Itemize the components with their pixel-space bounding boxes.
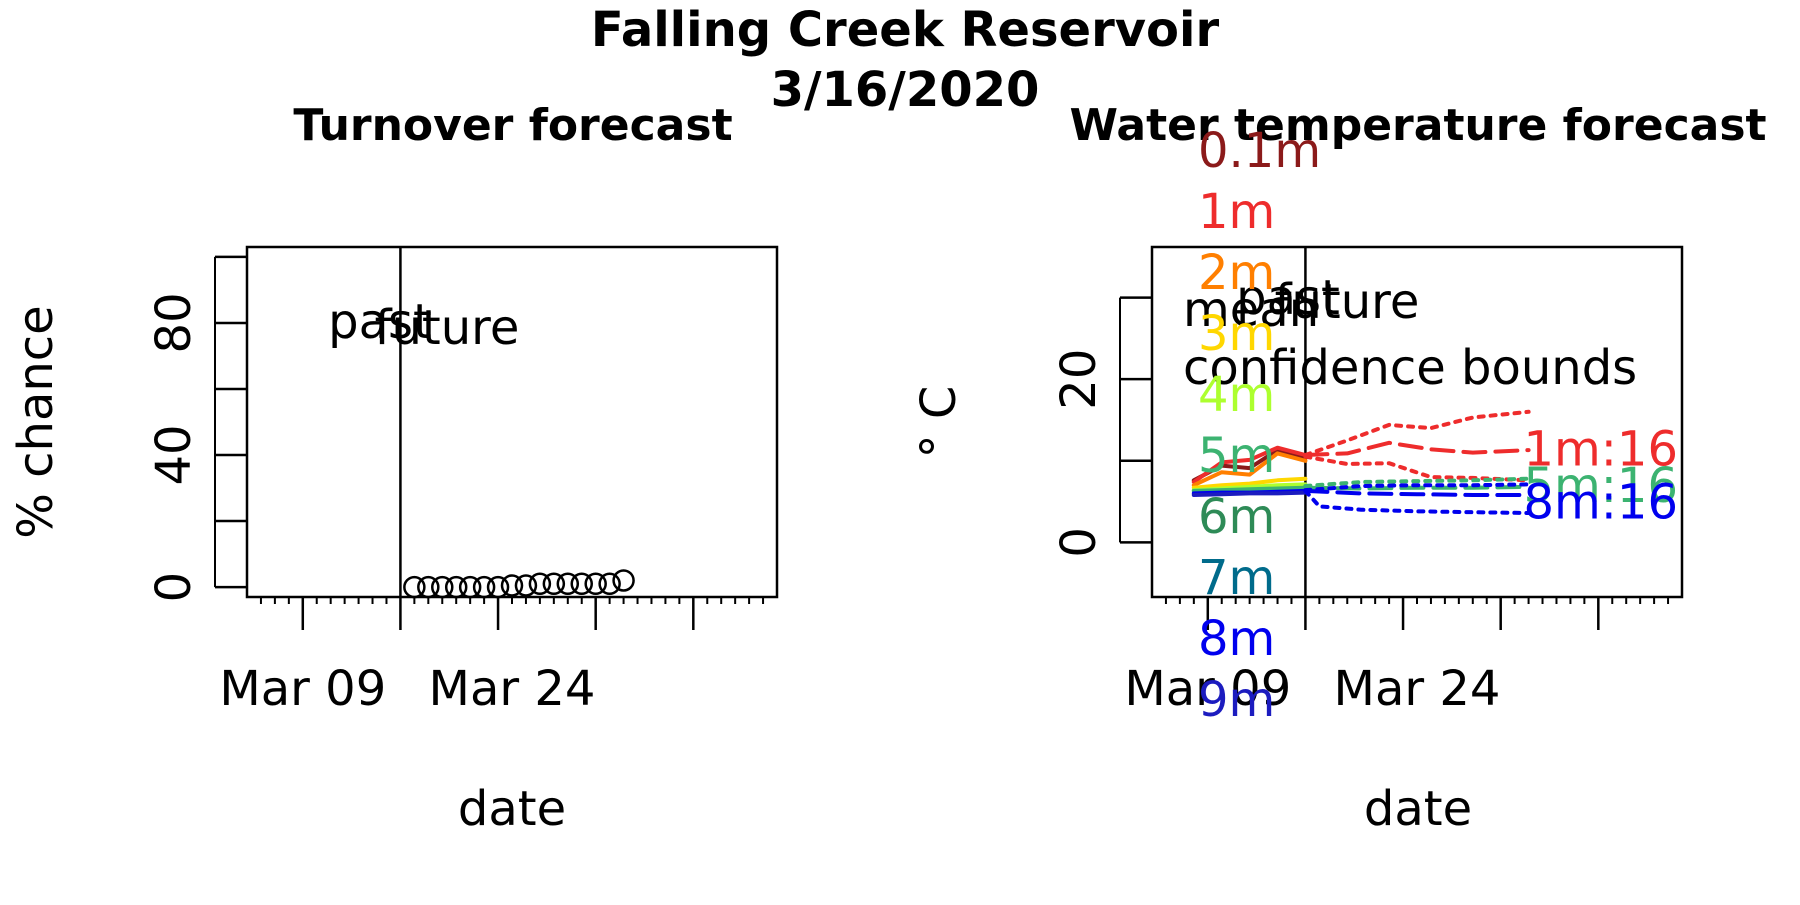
legend-depth-label: 7m — [1198, 550, 1275, 606]
legend-depth-label: 9m — [1198, 672, 1275, 728]
legend-depth-label: 8m — [1198, 611, 1275, 667]
turnover-point — [584, 572, 607, 596]
x-tick-label: Mar 24 — [1334, 661, 1501, 717]
turnover-point — [472, 575, 496, 599]
series-line-9m — [1191, 490, 1308, 497]
turnover-y-axis-label: % chance — [8, 305, 64, 538]
turnover-point — [403, 575, 426, 599]
legend-mean-label: mean — [1183, 282, 1319, 338]
series-line-2m — [1191, 451, 1308, 488]
turnover-point — [417, 575, 440, 599]
series-end-label: 5m:16 — [1523, 458, 1678, 514]
x-tick-label: Mar 09 — [1124, 661, 1291, 717]
turnover-point — [570, 572, 593, 596]
legend-depth-label: 6m — [1198, 489, 1275, 545]
turnover-point — [612, 569, 635, 592]
turnover-point — [528, 572, 552, 596]
legend-depth-label: 2m — [1198, 245, 1275, 301]
figure-title-line2: 3/16/2020 — [771, 62, 1040, 118]
y-tick-label: 0 — [146, 572, 202, 603]
legend-confidence-bounds-label: confidence bounds — [1183, 340, 1637, 396]
series-line-8m-16 — [1303, 488, 1531, 497]
turnover-point — [500, 574, 524, 597]
turnover-past-label: past — [328, 294, 432, 350]
turnover-point — [514, 574, 538, 597]
series-line-1m-16 — [1303, 440, 1531, 457]
series-line-8m-16 — [1303, 488, 1531, 515]
x-tick-label: Mar 24 — [429, 661, 596, 717]
turnover-point — [431, 575, 454, 599]
x-tick-label: Mar 09 — [219, 661, 386, 717]
y-tick-label: 40 — [146, 424, 202, 485]
y-tick-label: 80 — [146, 292, 202, 353]
temperature-past-label: past — [1236, 270, 1340, 326]
series-line-8m-16 — [1303, 482, 1531, 493]
series-line-1m-16 — [1303, 409, 1531, 457]
y-tick-label: 0 — [1051, 527, 1107, 558]
turnover-marks: Mar 09 Mar 24 0 40 80 — [146, 247, 765, 717]
temperature-x-axis-label: date — [1364, 781, 1472, 837]
turnover-point — [486, 575, 510, 599]
turnover-point — [444, 575, 468, 599]
turnover-future-label: future — [375, 300, 520, 356]
series-line-3m — [1191, 476, 1308, 490]
turnover-point — [458, 575, 482, 599]
series-line-5m — [1191, 485, 1308, 493]
legend-depth-label: 4m — [1198, 367, 1275, 423]
temperature-future-label: future — [1275, 274, 1420, 330]
temperature-y-axis-label: ° C — [911, 386, 967, 459]
turnover-chart-title: Turnover forecast — [293, 100, 732, 151]
series-line-1m — [1191, 445, 1308, 484]
turnover-x-axis-label: date — [458, 781, 566, 837]
legend-depth-label: 5m — [1198, 428, 1275, 484]
figure-title-line1: Falling Creek Reservoir — [591, 2, 1220, 58]
legend-depth-label: 1m — [1198, 184, 1275, 240]
legend-depth-label: 0.1m — [1198, 123, 1321, 179]
series-line-5m-16 — [1303, 476, 1531, 488]
series-end-label: 8m:16 — [1523, 475, 1678, 531]
turnover-point — [542, 572, 566, 596]
turnover-panel: Turnover forecast date % chance past fut… — [8, 100, 779, 837]
legend-depth-label: 3m — [1198, 306, 1275, 362]
turnover-point — [556, 572, 580, 596]
temperature-chart-title: Water temperature forecast — [1069, 100, 1766, 151]
turnover-point — [598, 572, 621, 596]
series-line-1m-16 — [1303, 454, 1531, 483]
temperature-panel: Water temperature forecast date ° C Mar … — [911, 100, 1767, 837]
y-tick-label: 20 — [1051, 349, 1107, 410]
series-end-label: 1m:16 — [1523, 422, 1678, 478]
